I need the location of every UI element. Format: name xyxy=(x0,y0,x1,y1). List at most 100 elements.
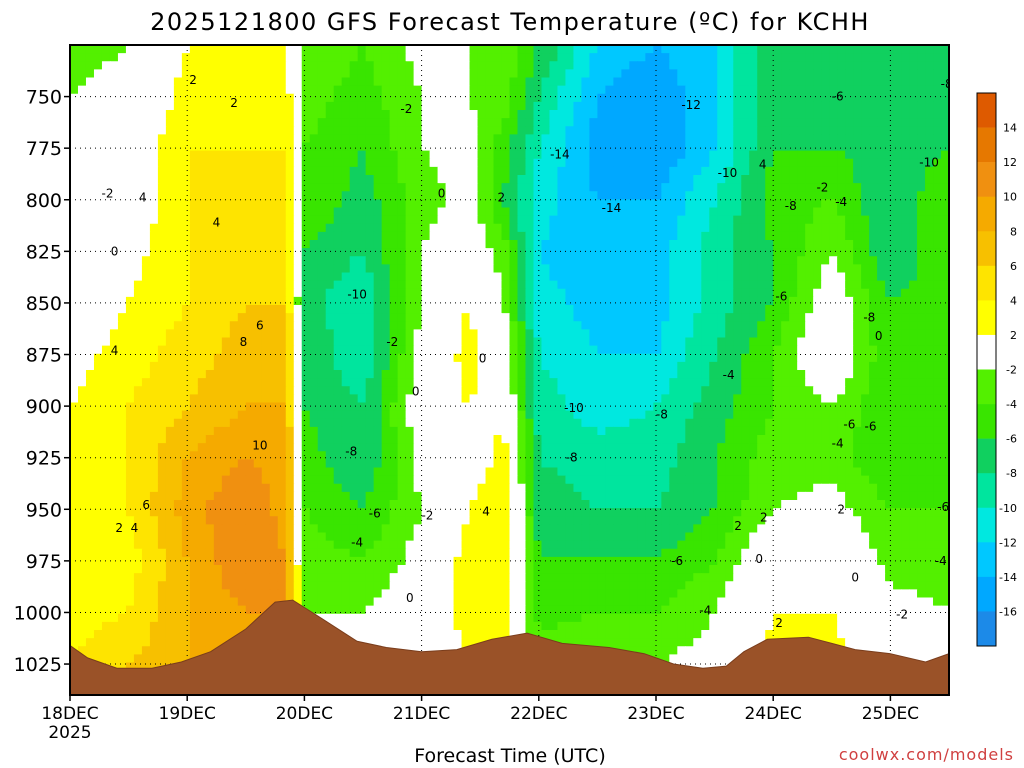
heat-cell xyxy=(565,337,575,347)
heat-cell xyxy=(365,126,375,135)
heat-cell xyxy=(477,280,487,290)
heat-cell xyxy=(437,288,447,298)
heat-cell xyxy=(925,134,934,144)
heat-cell xyxy=(637,386,646,395)
heat-cell xyxy=(813,166,822,176)
heat-cell xyxy=(629,272,638,282)
heat-cell xyxy=(733,337,742,347)
heat-cell xyxy=(125,231,135,241)
heat-cell xyxy=(565,305,575,314)
heat-cell xyxy=(237,158,247,168)
heat-cell xyxy=(653,191,662,200)
heat-cell xyxy=(605,280,614,290)
heat-cell xyxy=(429,280,439,290)
heat-cell xyxy=(533,264,543,274)
heat-cell xyxy=(453,126,463,135)
heat-cell xyxy=(677,118,686,127)
heat-cell xyxy=(853,280,862,290)
heat-cell xyxy=(341,240,351,249)
heat-cell xyxy=(925,321,934,330)
heat-cell xyxy=(405,248,415,257)
heat-cell xyxy=(461,166,471,176)
heat-cell xyxy=(381,142,391,152)
heat-cell xyxy=(437,370,447,379)
heat-cell xyxy=(373,313,383,322)
heat-cell xyxy=(93,142,103,152)
heat-cell xyxy=(741,77,750,87)
heat-cell xyxy=(213,45,223,54)
heat-cell xyxy=(109,118,119,127)
heat-cell xyxy=(405,101,415,111)
heat-cell xyxy=(357,110,367,119)
heat-cell xyxy=(669,231,678,241)
heat-cell xyxy=(613,158,622,168)
heat-cell xyxy=(141,394,151,404)
heat-cell xyxy=(469,166,479,176)
heat-cell xyxy=(797,353,806,363)
heat-cell xyxy=(517,313,527,322)
heat-cell xyxy=(613,166,622,176)
heat-cell xyxy=(325,386,335,395)
heat-cell xyxy=(645,183,654,192)
heat-cell xyxy=(781,85,790,95)
heat-cell xyxy=(925,272,934,282)
heat-cell xyxy=(493,337,503,347)
heat-cell xyxy=(397,386,407,395)
heat-cell xyxy=(341,337,351,347)
heat-cell xyxy=(309,142,319,152)
heat-cell xyxy=(525,248,535,257)
heat-cell xyxy=(341,118,351,127)
heat-cell xyxy=(413,223,423,233)
heat-cell xyxy=(885,150,894,160)
heat-cell xyxy=(245,110,255,119)
heat-cell xyxy=(581,394,591,404)
heat-cell xyxy=(877,313,886,322)
heat-cell xyxy=(285,45,295,54)
heat-cell xyxy=(93,402,103,412)
heat-cell xyxy=(389,256,399,265)
heat-cell xyxy=(549,134,559,144)
heat-cell xyxy=(597,45,606,54)
heat-cell xyxy=(741,378,750,387)
heat-cell xyxy=(429,386,439,395)
heat-cell xyxy=(277,150,287,160)
heat-cell xyxy=(325,175,335,184)
heat-cell xyxy=(565,126,575,135)
heat-cell xyxy=(821,61,830,70)
heat-cell xyxy=(941,248,949,257)
heat-cell xyxy=(245,150,255,160)
heat-cell xyxy=(381,231,391,241)
heat-cell xyxy=(781,191,790,200)
heat-cell xyxy=(885,386,894,395)
heat-cell xyxy=(517,166,527,176)
heat-cell xyxy=(781,134,790,144)
heat-cell xyxy=(621,93,630,103)
heat-cell xyxy=(429,166,439,176)
heat-cell xyxy=(453,264,463,274)
heat-cell xyxy=(357,53,367,62)
heat-cell xyxy=(301,126,311,135)
heat-cell xyxy=(485,361,495,371)
heat-cell xyxy=(589,361,598,371)
heat-cell xyxy=(661,256,670,265)
heat-cell xyxy=(70,240,79,249)
heat-cell xyxy=(645,207,654,217)
heat-cell xyxy=(765,288,774,298)
heat-cell xyxy=(317,337,327,347)
heat-cell xyxy=(693,183,702,192)
heat-cell xyxy=(893,402,902,412)
heat-cell xyxy=(85,288,95,298)
heat-cell xyxy=(773,272,782,282)
heat-cell xyxy=(269,402,279,412)
heat-cell xyxy=(253,410,263,420)
heat-cell xyxy=(605,158,614,168)
heat-cell xyxy=(253,272,263,282)
heat-cell xyxy=(77,345,87,355)
heat-cell xyxy=(749,199,758,209)
heat-cell xyxy=(101,353,111,363)
heat-cell xyxy=(925,61,934,70)
heat-cell xyxy=(733,101,742,111)
heat-cell xyxy=(429,77,439,87)
heat-cell xyxy=(741,134,750,144)
heat-cell xyxy=(837,183,846,192)
